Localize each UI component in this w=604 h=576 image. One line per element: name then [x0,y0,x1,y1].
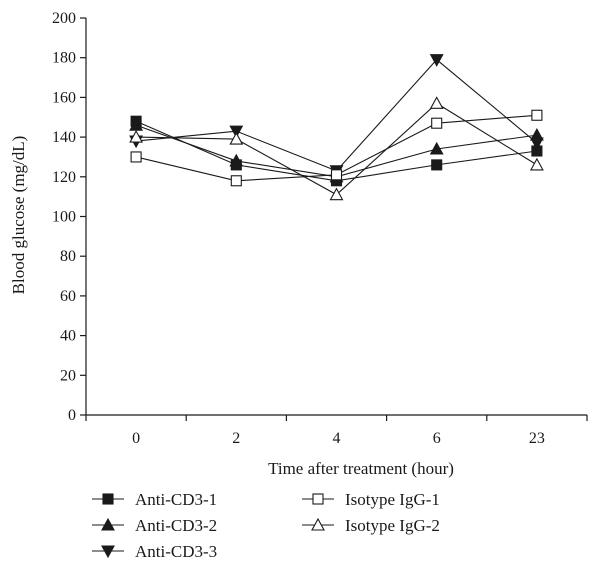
legend-item: Anti-CD3-1 [92,490,217,509]
legend-item: Anti-CD3-3 [92,542,217,561]
y-tick-label: 80 [60,248,76,265]
data-point-marker [429,54,444,67]
legend-label: Anti-CD3-3 [135,542,217,561]
data-point-marker [431,159,443,171]
x-tick-label: 0 [132,430,140,447]
legend-label: Anti-CD3-2 [135,516,217,535]
legend-label: Isotype IgG-1 [345,490,440,509]
data-point-marker [230,175,242,187]
data-point-marker [102,493,114,505]
legend-label: Isotype IgG-2 [345,516,440,535]
x-tick-label: 23 [529,430,545,447]
x-tick-label: 4 [333,430,341,447]
y-tick-label: 160 [52,89,76,106]
data-point-marker [311,517,325,531]
y-tick-label: 0 [68,407,76,424]
data-point-marker [229,153,244,167]
legend: Anti-CD3-1 Anti-CD3-2 Anti-CD3-3 Isotype Ig… [92,490,440,561]
y-tick-labels: 0 20 40 60 80 100 120 140 160 180 200 [52,10,76,424]
y-tick-label: 200 [52,10,76,27]
data-point-marker [130,151,142,163]
data-point-marker [330,169,343,181]
legend-item: Anti-CD3-2 [92,516,217,535]
series-5 [129,96,544,201]
data-point-marker [429,96,444,109]
data-point-marker [429,141,444,155]
y-axis-title: Blood glucose (mg/dL) [9,136,28,295]
y-tick-label: 40 [60,328,76,345]
series-4 [130,109,543,187]
y-tick-label: 60 [60,288,76,305]
data-point-marker [529,157,544,171]
legend-label: Anti-CD3-1 [135,490,217,509]
x-axis-title: Time after treatment (hour) [268,459,454,478]
y-tick-label: 100 [52,209,76,226]
y-tick-label: 20 [60,367,76,384]
data-point-marker [529,137,544,151]
data-point-marker [229,131,244,145]
series-line [136,58,538,172]
x-tick-labels: 0 2 4 6 23 [132,430,545,447]
data-point-marker [431,117,443,129]
data-point-marker [329,187,344,201]
data-point-marker [129,129,144,143]
axes [80,17,588,421]
y-tick-label: 140 [52,129,76,146]
y-tick-label: 180 [52,50,76,67]
series-lines [129,54,544,201]
data-point-marker [312,493,324,505]
y-tick-label: 120 [52,169,76,186]
data-point-marker [101,545,115,559]
data-point-marker [229,125,244,139]
x-tick-label: 6 [433,430,441,447]
legend-item: Isotype IgG-2 [302,516,440,535]
data-point-marker [531,109,543,121]
data-point-marker [101,517,115,531]
legend-item: Isotype IgG-1 [302,490,440,509]
x-tick-label: 2 [232,430,240,447]
